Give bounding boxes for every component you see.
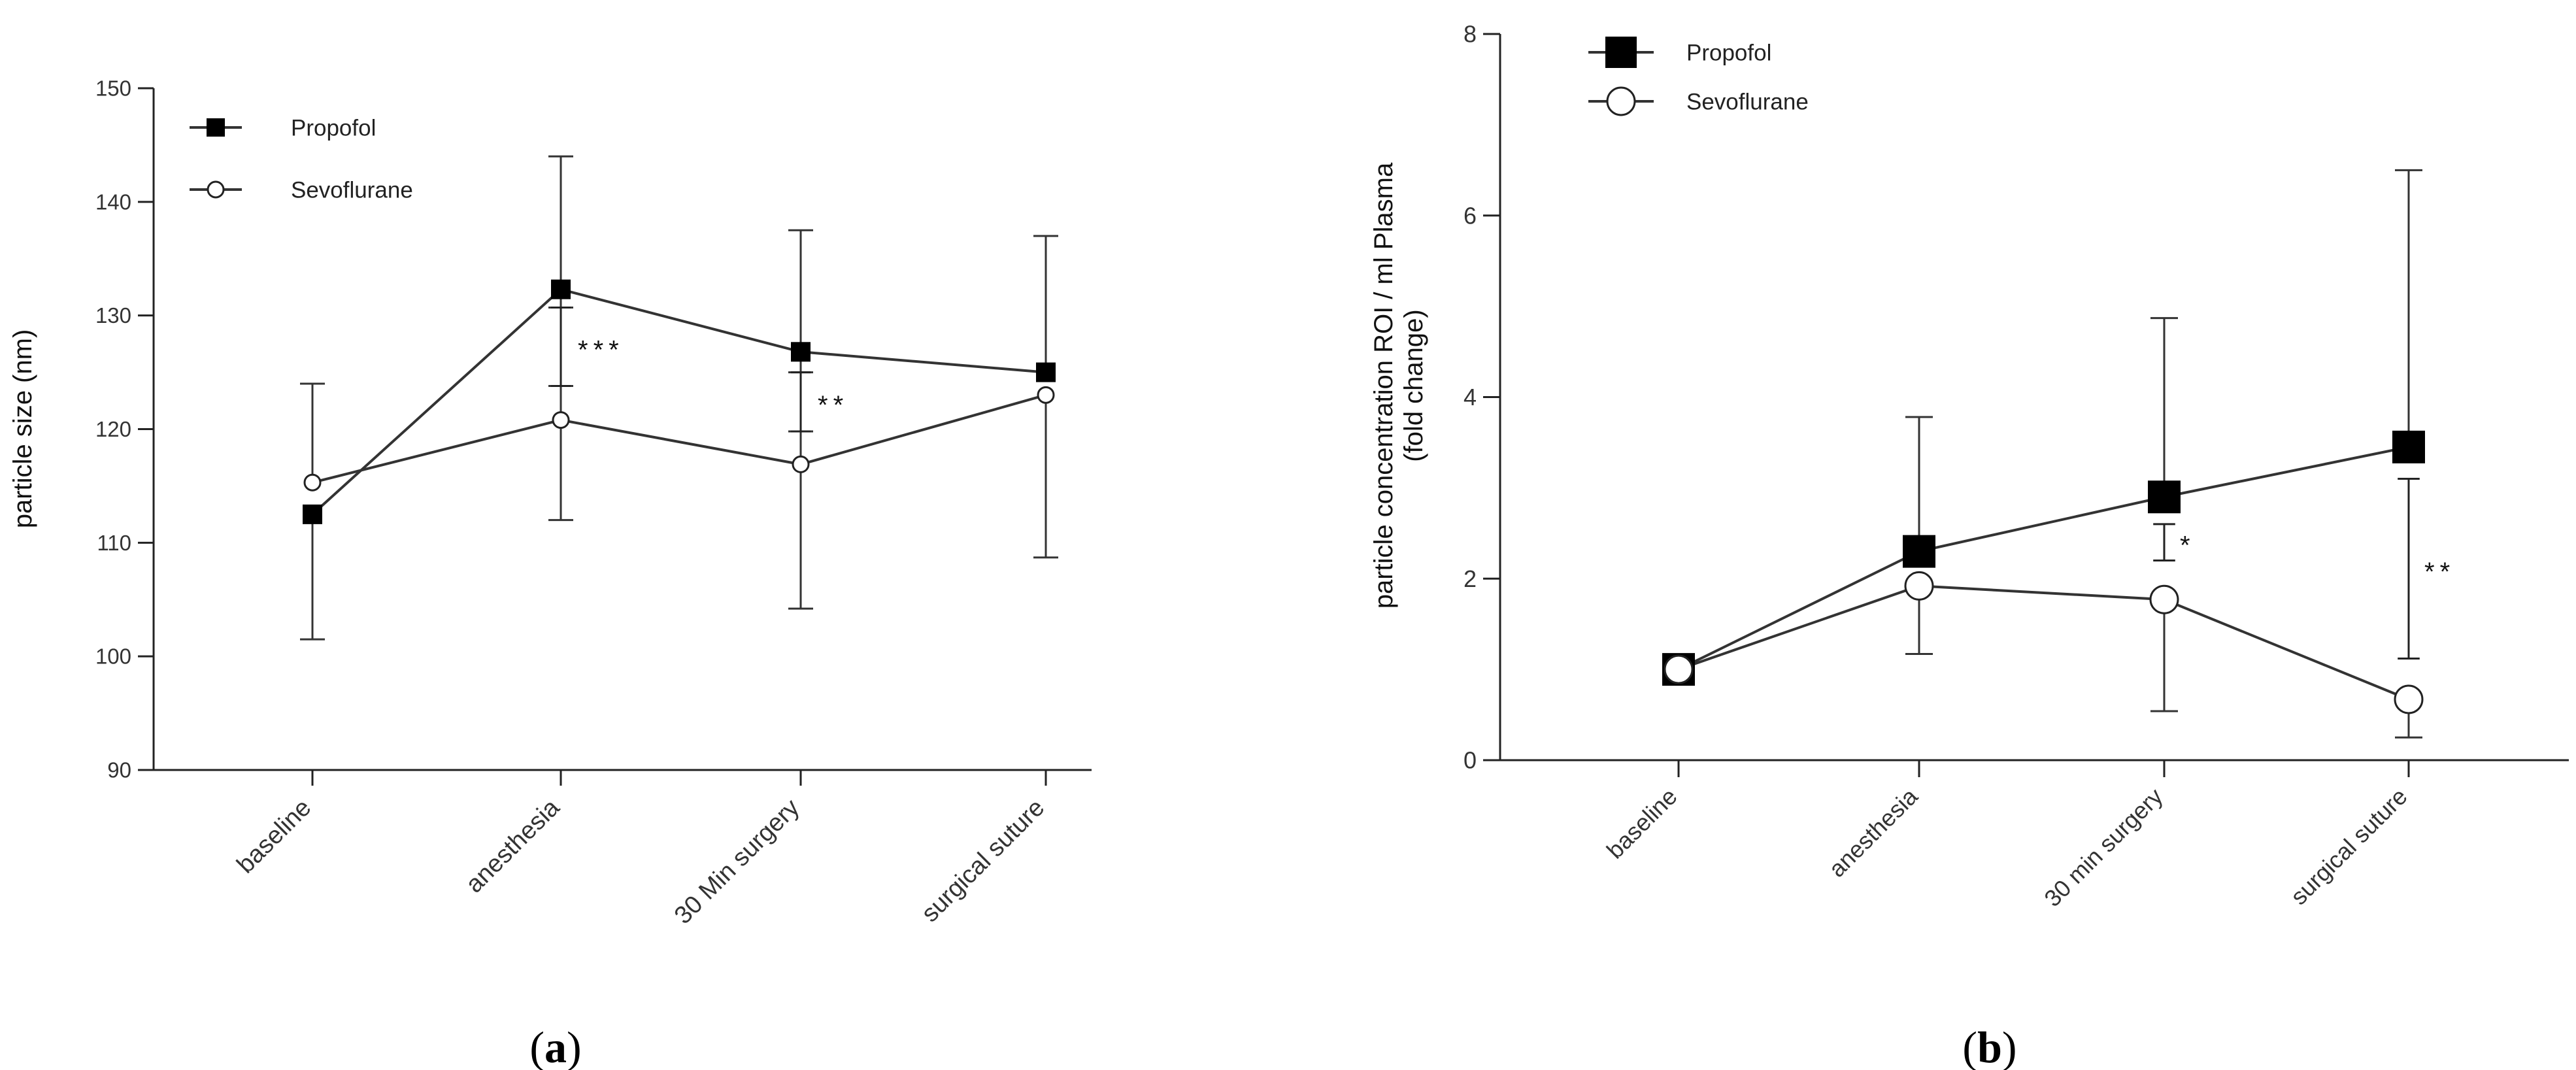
- y-tick-label: 150: [95, 76, 131, 101]
- data-point-propofol: [303, 504, 322, 524]
- y-tick-label: 100: [95, 644, 131, 669]
- panel-letter-b: b: [1977, 1022, 2002, 1070]
- significance-label: *: [2180, 531, 2196, 560]
- series-line-sevoflurane: [312, 393, 1046, 484]
- data-point-sevoflurane: [2149, 584, 2179, 614]
- x-tick-label: anesthesia: [461, 794, 565, 898]
- x-tick-label: anesthesia: [1824, 782, 1924, 882]
- panel-label-b: (b): [1962, 1022, 2016, 1070]
- panel-letter-a: a: [544, 1022, 567, 1070]
- data-point-propofol: [791, 342, 811, 362]
- data-point-sevoflurane: [303, 473, 322, 492]
- x-tick-label: 30 min surgery: [2039, 783, 2167, 912]
- y-axis-title-line2: (fold change): [1399, 309, 1428, 461]
- legend-label-propofol: Propofol: [291, 115, 376, 141]
- data-point-sevoflurane: [1664, 654, 1694, 684]
- data-point-sevoflurane: [552, 411, 570, 429]
- data-point-propofol: [1036, 362, 1056, 382]
- x-tick-label: baseline: [232, 794, 317, 879]
- legend-marker-square: [207, 118, 225, 137]
- x-tick-label: baseline: [1601, 783, 1682, 864]
- data-point-sevoflurane: [1904, 571, 1934, 601]
- x-tick-label: surgical suture: [2285, 783, 2413, 911]
- data-point-propofol: [1903, 535, 1935, 568]
- y-tick-label: 6: [1464, 202, 1477, 229]
- y-tick-label: 90: [107, 758, 131, 782]
- data-point-sevoflurane: [2394, 684, 2424, 714]
- y-axis-title-line1: particle concentration ROI / ml Plasma: [1369, 162, 1398, 609]
- y-tick-label: 140: [95, 190, 131, 214]
- y-tick-label: 0: [1464, 747, 1477, 774]
- series-line-sevoflurane: [1678, 584, 2409, 701]
- panel-label-a: (a): [529, 1022, 581, 1070]
- legend: Propofol Sevoflurane: [1588, 37, 1809, 116]
- y-tick-label: 2: [1464, 565, 1477, 592]
- series-line-propofol: [311, 288, 1046, 516]
- significance-label: **: [818, 391, 848, 420]
- y-tick-label: 4: [1464, 384, 1477, 410]
- y-axis-title: particle size (nm): [8, 329, 37, 529]
- legend-label-propofol: Propofol: [1686, 40, 1771, 65]
- series-line-propofol: [1678, 445, 2409, 671]
- x-tick-label: 30 Min surgery: [669, 794, 805, 929]
- legend-marker-circle: [1606, 86, 1636, 116]
- y-tick-label: 130: [95, 303, 131, 327]
- data-point-propofol: [2392, 430, 2425, 463]
- legend: Propofol Sevoflurane: [190, 115, 413, 203]
- legend-marker-circle: [207, 180, 225, 199]
- legend-label-sevoflurane: Sevoflurane: [1686, 89, 1809, 114]
- data-point-propofol: [551, 279, 571, 299]
- legend-marker-square: [1605, 37, 1637, 68]
- y-tick-label: 110: [97, 531, 131, 555]
- significance-label: ***: [578, 335, 624, 364]
- panel-a: 90 100 110 120 130 140 150 baseline anesthesia 30…: [8, 76, 1092, 929]
- significance-label: **: [2424, 558, 2455, 586]
- panel-b: 0 2 4 6 8 baseline anesthesia 30 min surgery sur…: [1369, 21, 2569, 912]
- y-axis-title: particle concentration ROI / ml Plasma(f…: [1369, 162, 1428, 609]
- y-tick-label: 8: [1464, 21, 1477, 48]
- data-point-sevoflurane: [1037, 386, 1055, 404]
- legend-label-sevoflurane: Sevoflurane: [291, 177, 413, 203]
- y-tick-label: 120: [95, 417, 131, 441]
- x-tick-label: surgical suture: [916, 794, 1050, 928]
- data-point-sevoflurane: [792, 455, 810, 473]
- data-point-propofol: [2148, 480, 2181, 514]
